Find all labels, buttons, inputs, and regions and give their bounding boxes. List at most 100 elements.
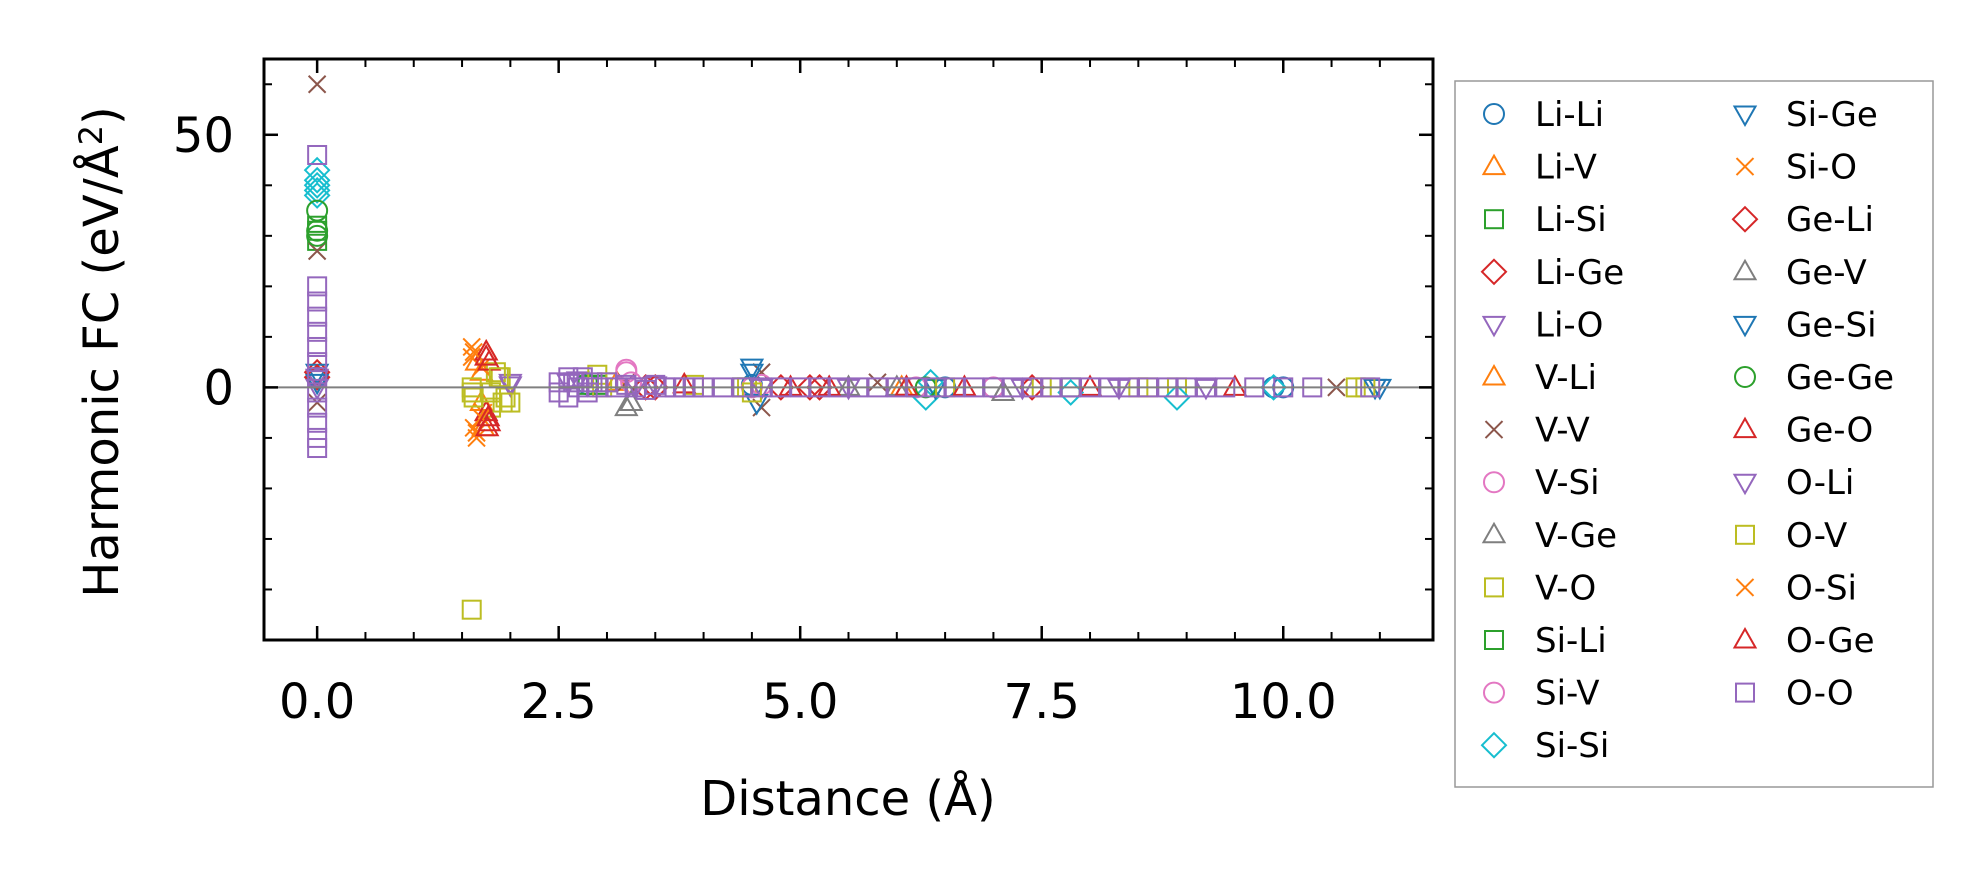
legend-label: Li-Ge — [1535, 253, 1624, 293]
point-o-o — [582, 372, 603, 393]
legend-marker-o-v — [1735, 524, 1755, 545]
point-o-ge — [474, 414, 500, 437]
point-o-o — [307, 352, 328, 373]
legend-marker-ge-li — [1731, 205, 1759, 233]
point-o-v — [488, 367, 509, 388]
legend-marker-ge-si — [1732, 315, 1758, 338]
point-si-o — [467, 428, 486, 448]
x-tick-label: 7.5 — [1004, 674, 1080, 730]
legend-label: Ge-O — [1786, 411, 1873, 451]
legend-label: V-Ge — [1535, 516, 1617, 556]
point-v-ge — [614, 394, 639, 417]
point-o-li — [749, 378, 774, 401]
point-si-o — [472, 357, 491, 377]
legend-label: O-Li — [1786, 463, 1854, 503]
legend-label: O-V — [1786, 516, 1847, 556]
legend-label: Si-Si — [1535, 726, 1609, 766]
legend-marker-li-ge — [1480, 258, 1508, 286]
point-o-ge — [475, 404, 501, 427]
legend-marker-v-ge — [1481, 521, 1507, 544]
legend-marker-li-v — [1481, 153, 1507, 176]
legend: Li-Li Li-V Li-Si Li-Ge Li-O V-Li V-V V-Si V-Ge V-… — [1454, 80, 1934, 788]
legend-label: V-Si — [1535, 463, 1600, 503]
point-si-si — [303, 181, 331, 209]
point-o-v — [481, 382, 502, 403]
point-si-si — [303, 176, 331, 204]
point-ge-o — [1077, 374, 1103, 396]
point-o-o — [307, 367, 328, 388]
y-axis-label-superscript: 2 — [72, 125, 110, 145]
legend-marker-si-o — [1735, 157, 1755, 176]
point-si-ge — [744, 394, 769, 416]
point-o-v — [492, 392, 513, 413]
legend-marker-ge-v — [1732, 258, 1758, 281]
legend-marker-v-o — [1484, 577, 1504, 598]
point-o-o — [307, 144, 328, 165]
point-ge-li — [796, 373, 824, 401]
legend-label: Si-Li — [1535, 621, 1607, 661]
x-tick-label: 0.0 — [279, 674, 355, 730]
legend-label: V-V — [1535, 411, 1590, 451]
legend-label: Li-Si — [1535, 200, 1607, 240]
y-axis-label-main: Harmonic FC (eV/Å — [73, 145, 130, 598]
point-ge-ge — [306, 224, 329, 247]
legend-marker-o-li — [1732, 473, 1758, 496]
legend-label: Li-Li — [1535, 95, 1604, 135]
legend-label: Li-V — [1535, 148, 1597, 188]
legend-label: Li-O — [1535, 305, 1603, 345]
legend-label: Si-O — [1786, 148, 1857, 188]
legend-label: O-Si — [1786, 568, 1857, 608]
point-o-o — [307, 427, 328, 448]
legend-label: Ge-Si — [1786, 305, 1877, 345]
y-axis-label: Harmonic FC (eV/Å2) — [72, 106, 130, 598]
legend-marker-si-si — [1480, 731, 1508, 759]
legend-marker-o-o — [1735, 682, 1755, 703]
y-tick-label: 0 — [203, 360, 234, 416]
point-v-v — [307, 393, 327, 412]
point-o-o — [307, 412, 328, 433]
legend-marker-li-si — [1484, 209, 1504, 230]
legend-marker-v-v — [1484, 420, 1504, 439]
y-tick-label: 50 — [173, 108, 234, 164]
legend-box — [1454, 80, 1934, 788]
legend-marker-ge-o — [1732, 416, 1758, 439]
legend-label: Si-Ge — [1786, 95, 1878, 135]
point-o-li — [304, 378, 330, 401]
point-o-o — [307, 397, 328, 418]
point-o-o — [307, 306, 328, 327]
x-tick-label: 10.0 — [1230, 674, 1337, 730]
legend-marker-o-ge — [1732, 626, 1758, 649]
point-si-ge — [739, 358, 765, 381]
point-o-o — [307, 276, 328, 297]
point-o-o — [307, 382, 328, 403]
point-o-o — [307, 336, 328, 357]
legend-label: Si-V — [1535, 674, 1600, 714]
legend-marker-si-li — [1484, 630, 1504, 650]
legend-marker-li-o — [1481, 315, 1507, 338]
legend-label: Ge-Ge — [1786, 358, 1894, 398]
y-axis-label-close: ) — [74, 106, 130, 125]
legend-label: O-O — [1786, 674, 1854, 714]
legend-marker-ge-ge — [1734, 366, 1756, 388]
point-ge-ge — [306, 219, 329, 242]
legend-marker-si-v — [1483, 681, 1505, 704]
legend-label: Ge-V — [1786, 253, 1867, 293]
point-si-si — [303, 166, 331, 194]
legend-marker-v-li — [1481, 363, 1507, 386]
point-ge-v — [990, 379, 1016, 401]
point-o-ge — [473, 344, 499, 366]
x-axis-label: Distance (Å) — [700, 770, 995, 827]
point-o-o — [307, 321, 328, 342]
point-o-o — [307, 291, 328, 312]
point-v-v — [307, 241, 327, 261]
point-si-si — [303, 171, 331, 199]
legend-label: V-Li — [1535, 358, 1597, 398]
legend-marker-si-ge — [1732, 105, 1758, 128]
legend-marker-li-li — [1483, 103, 1505, 125]
legend-label: Ge-Li — [1786, 200, 1874, 240]
point-v-v — [307, 75, 327, 94]
point-li-o — [1193, 378, 1219, 401]
legend-label: O-Ge — [1786, 621, 1875, 661]
point-si-si — [1260, 373, 1288, 401]
